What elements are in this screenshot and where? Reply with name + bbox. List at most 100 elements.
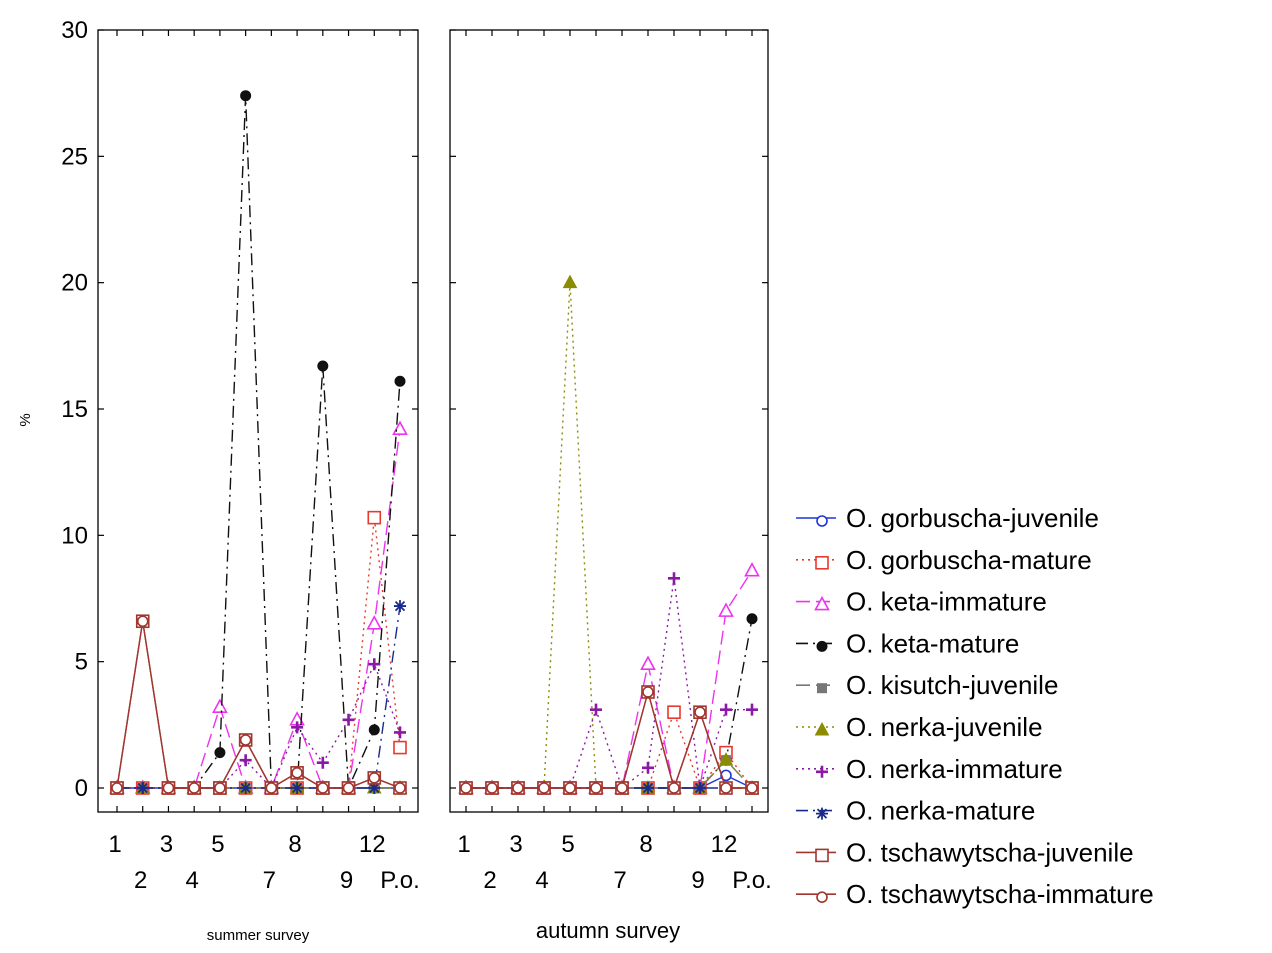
x-tick-label: 1 xyxy=(457,831,470,858)
series-line xyxy=(117,429,401,789)
data-point xyxy=(162,782,175,794)
data-point xyxy=(214,747,226,759)
data-point xyxy=(564,782,576,794)
data-point xyxy=(291,782,304,794)
x-tick-label: 5 xyxy=(561,831,574,858)
data-point xyxy=(136,615,149,628)
data-point xyxy=(239,754,252,767)
x-tick-label: 7 xyxy=(613,867,626,894)
series-6 xyxy=(460,572,758,794)
data-point xyxy=(136,782,149,794)
legend-marker xyxy=(814,595,830,611)
data-point xyxy=(590,703,602,716)
legend-item: O. nerka-juvenile xyxy=(796,712,1043,742)
legend-label: O. keta-immature xyxy=(846,587,1047,617)
legend-item: O. keta-immature xyxy=(796,587,1047,617)
y-tick-label: 25 xyxy=(61,143,88,170)
legend-label: O. tschawytscha-juvenile xyxy=(846,837,1134,867)
data-point xyxy=(239,782,252,794)
data-point xyxy=(342,782,355,794)
data-point xyxy=(394,375,406,387)
data-point xyxy=(667,705,681,720)
series-2 xyxy=(458,562,760,794)
data-point xyxy=(746,782,758,794)
data-point xyxy=(642,686,654,698)
x-tick-label: 4 xyxy=(186,867,199,894)
data-point xyxy=(590,782,602,794)
x-tick-label: 7 xyxy=(263,867,276,894)
data-point xyxy=(291,767,303,779)
legend-label: O. nerka-mature xyxy=(846,796,1035,826)
series-2 xyxy=(109,420,408,794)
x-tick-label: 4 xyxy=(535,867,548,894)
data-point xyxy=(694,706,706,719)
y-axis-label: % xyxy=(17,413,34,426)
panel-summer: 1 3 5 8 12 2 4 7 9 P.o. summer survey xyxy=(97,29,420,944)
x-tick-label: 2 xyxy=(134,867,147,894)
x-tick-label: 8 xyxy=(639,831,652,858)
legend-item: O. tschawytscha-immature xyxy=(796,879,1154,909)
series-line xyxy=(116,621,401,789)
data-point xyxy=(642,761,654,774)
data-point xyxy=(316,756,329,769)
legend-label: O. nerka-juvenile xyxy=(846,712,1043,742)
data-point xyxy=(718,602,734,617)
plot-frame xyxy=(97,29,419,813)
legend-marker xyxy=(817,683,827,694)
series-3 xyxy=(111,90,406,794)
y-tick-label: 10 xyxy=(61,522,88,549)
series-line xyxy=(117,606,401,789)
legend: O. gorbuscha-juvenile O. gorbuscha-mature… xyxy=(796,503,1154,909)
legend-label: O. tschawytscha-immature xyxy=(846,879,1154,909)
legend-item: O. gorbuscha-juvenile xyxy=(796,503,1099,533)
x-tick-label: 1 xyxy=(108,831,121,858)
series-line xyxy=(117,95,401,789)
data-point xyxy=(460,782,472,794)
data-point xyxy=(486,782,498,794)
data-point xyxy=(368,782,381,794)
x-tick-label: 12 xyxy=(359,831,386,858)
series-line xyxy=(466,578,752,790)
data-point xyxy=(393,740,407,755)
panel-autumn: 1 3 5 8 12 2 4 7 9 P.o. autumn survey xyxy=(449,29,772,943)
y-tick-label: 30 xyxy=(61,17,88,44)
plot-frame xyxy=(449,29,769,813)
data-point xyxy=(367,510,382,525)
data-point xyxy=(746,613,758,625)
data-point xyxy=(394,726,406,739)
data-point xyxy=(538,782,550,794)
y-tick-label: 15 xyxy=(61,396,88,423)
series-line xyxy=(466,570,753,789)
legend-item: O. nerka-mature xyxy=(796,796,1035,826)
series-line xyxy=(117,517,401,789)
x-tick-label: P.o. xyxy=(732,867,772,894)
data-point xyxy=(668,782,680,794)
y-tick-label: 20 xyxy=(61,270,88,297)
x-tick-label: 9 xyxy=(691,867,704,894)
data-point xyxy=(640,655,656,670)
data-point xyxy=(317,782,329,794)
data-point xyxy=(694,782,706,794)
x-tick-label: 9 xyxy=(340,867,353,894)
panel-title: summer survey xyxy=(207,927,310,944)
series-line xyxy=(466,689,752,791)
legend-marker xyxy=(816,891,828,904)
data-point xyxy=(366,615,383,630)
data-point xyxy=(188,782,200,794)
legend-marker xyxy=(814,721,830,736)
data-point xyxy=(394,600,406,613)
data-point xyxy=(562,274,578,289)
y-tick-label: 5 xyxy=(75,649,88,676)
legend-item: O. gorbuscha-mature xyxy=(796,545,1092,575)
x-tick-label: 3 xyxy=(160,831,173,858)
legend-marker xyxy=(815,555,829,570)
data-point xyxy=(668,572,680,585)
data-point xyxy=(317,360,329,372)
series-line xyxy=(466,618,753,789)
x-tick-label: 5 xyxy=(211,831,224,858)
legend-label: O. nerka-immature xyxy=(846,754,1063,784)
legend-item: O. nerka-immature xyxy=(796,754,1063,784)
data-point xyxy=(368,772,381,784)
data-point xyxy=(368,724,380,736)
